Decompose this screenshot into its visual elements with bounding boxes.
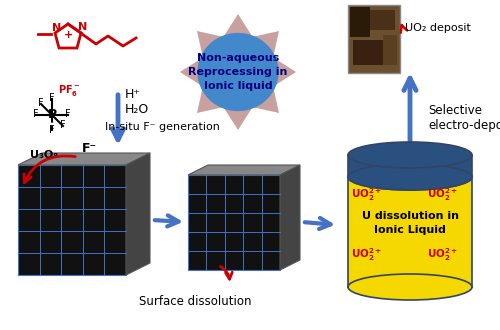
Polygon shape <box>188 165 300 175</box>
Text: U₃O₈: U₃O₈ <box>30 150 58 160</box>
FancyBboxPatch shape <box>383 35 397 65</box>
Polygon shape <box>126 153 150 275</box>
Text: $\mathbf{UO_2^{2+}}$: $\mathbf{UO_2^{2+}}$ <box>428 247 458 263</box>
FancyBboxPatch shape <box>353 40 383 65</box>
FancyBboxPatch shape <box>350 7 370 37</box>
Text: F⁻: F⁻ <box>82 142 97 155</box>
Text: U dissolution in
Ionic Liquid: U dissolution in Ionic Liquid <box>362 212 458 235</box>
Text: Selective
electro-deposition: Selective electro-deposition <box>428 104 500 132</box>
Text: F: F <box>49 93 54 103</box>
Text: P: P <box>48 108 57 121</box>
Text: In-situ F⁻ generation: In-situ F⁻ generation <box>105 122 220 132</box>
Text: N: N <box>78 22 88 32</box>
Text: H₂O: H₂O <box>125 103 149 116</box>
Ellipse shape <box>348 142 472 168</box>
Polygon shape <box>280 165 300 270</box>
Text: F: F <box>60 120 66 130</box>
Polygon shape <box>18 153 150 165</box>
Text: F: F <box>38 98 44 108</box>
FancyBboxPatch shape <box>348 5 400 73</box>
Text: F: F <box>49 125 54 135</box>
Polygon shape <box>18 165 126 275</box>
Ellipse shape <box>348 274 472 300</box>
Polygon shape <box>188 175 280 270</box>
Ellipse shape <box>348 164 472 190</box>
Text: H⁺: H⁺ <box>125 88 141 101</box>
Text: F: F <box>33 109 38 119</box>
Text: Surface dissolution: Surface dissolution <box>139 295 252 308</box>
Ellipse shape <box>348 164 472 190</box>
Text: $\mathbf{PF_6^-}$: $\mathbf{PF_6^-}$ <box>58 83 80 98</box>
FancyBboxPatch shape <box>370 10 395 30</box>
Text: F: F <box>65 109 70 119</box>
Ellipse shape <box>198 33 278 111</box>
Text: $\mathbf{UO_2^{2+}}$: $\mathbf{UO_2^{2+}}$ <box>352 186 382 203</box>
Polygon shape <box>180 14 296 130</box>
Text: $\mathbf{UO_2^{2+}}$: $\mathbf{UO_2^{2+}}$ <box>428 186 458 203</box>
Text: Non-aqueous
Reprocessing in
Ionic liquid: Non-aqueous Reprocessing in Ionic liquid <box>188 53 288 91</box>
Text: +: + <box>64 30 73 40</box>
Text: $\mathbf{UO_2^{2+}}$: $\mathbf{UO_2^{2+}}$ <box>352 247 382 263</box>
Text: N: N <box>52 23 61 33</box>
Text: UO₂ deposit: UO₂ deposit <box>405 23 471 33</box>
